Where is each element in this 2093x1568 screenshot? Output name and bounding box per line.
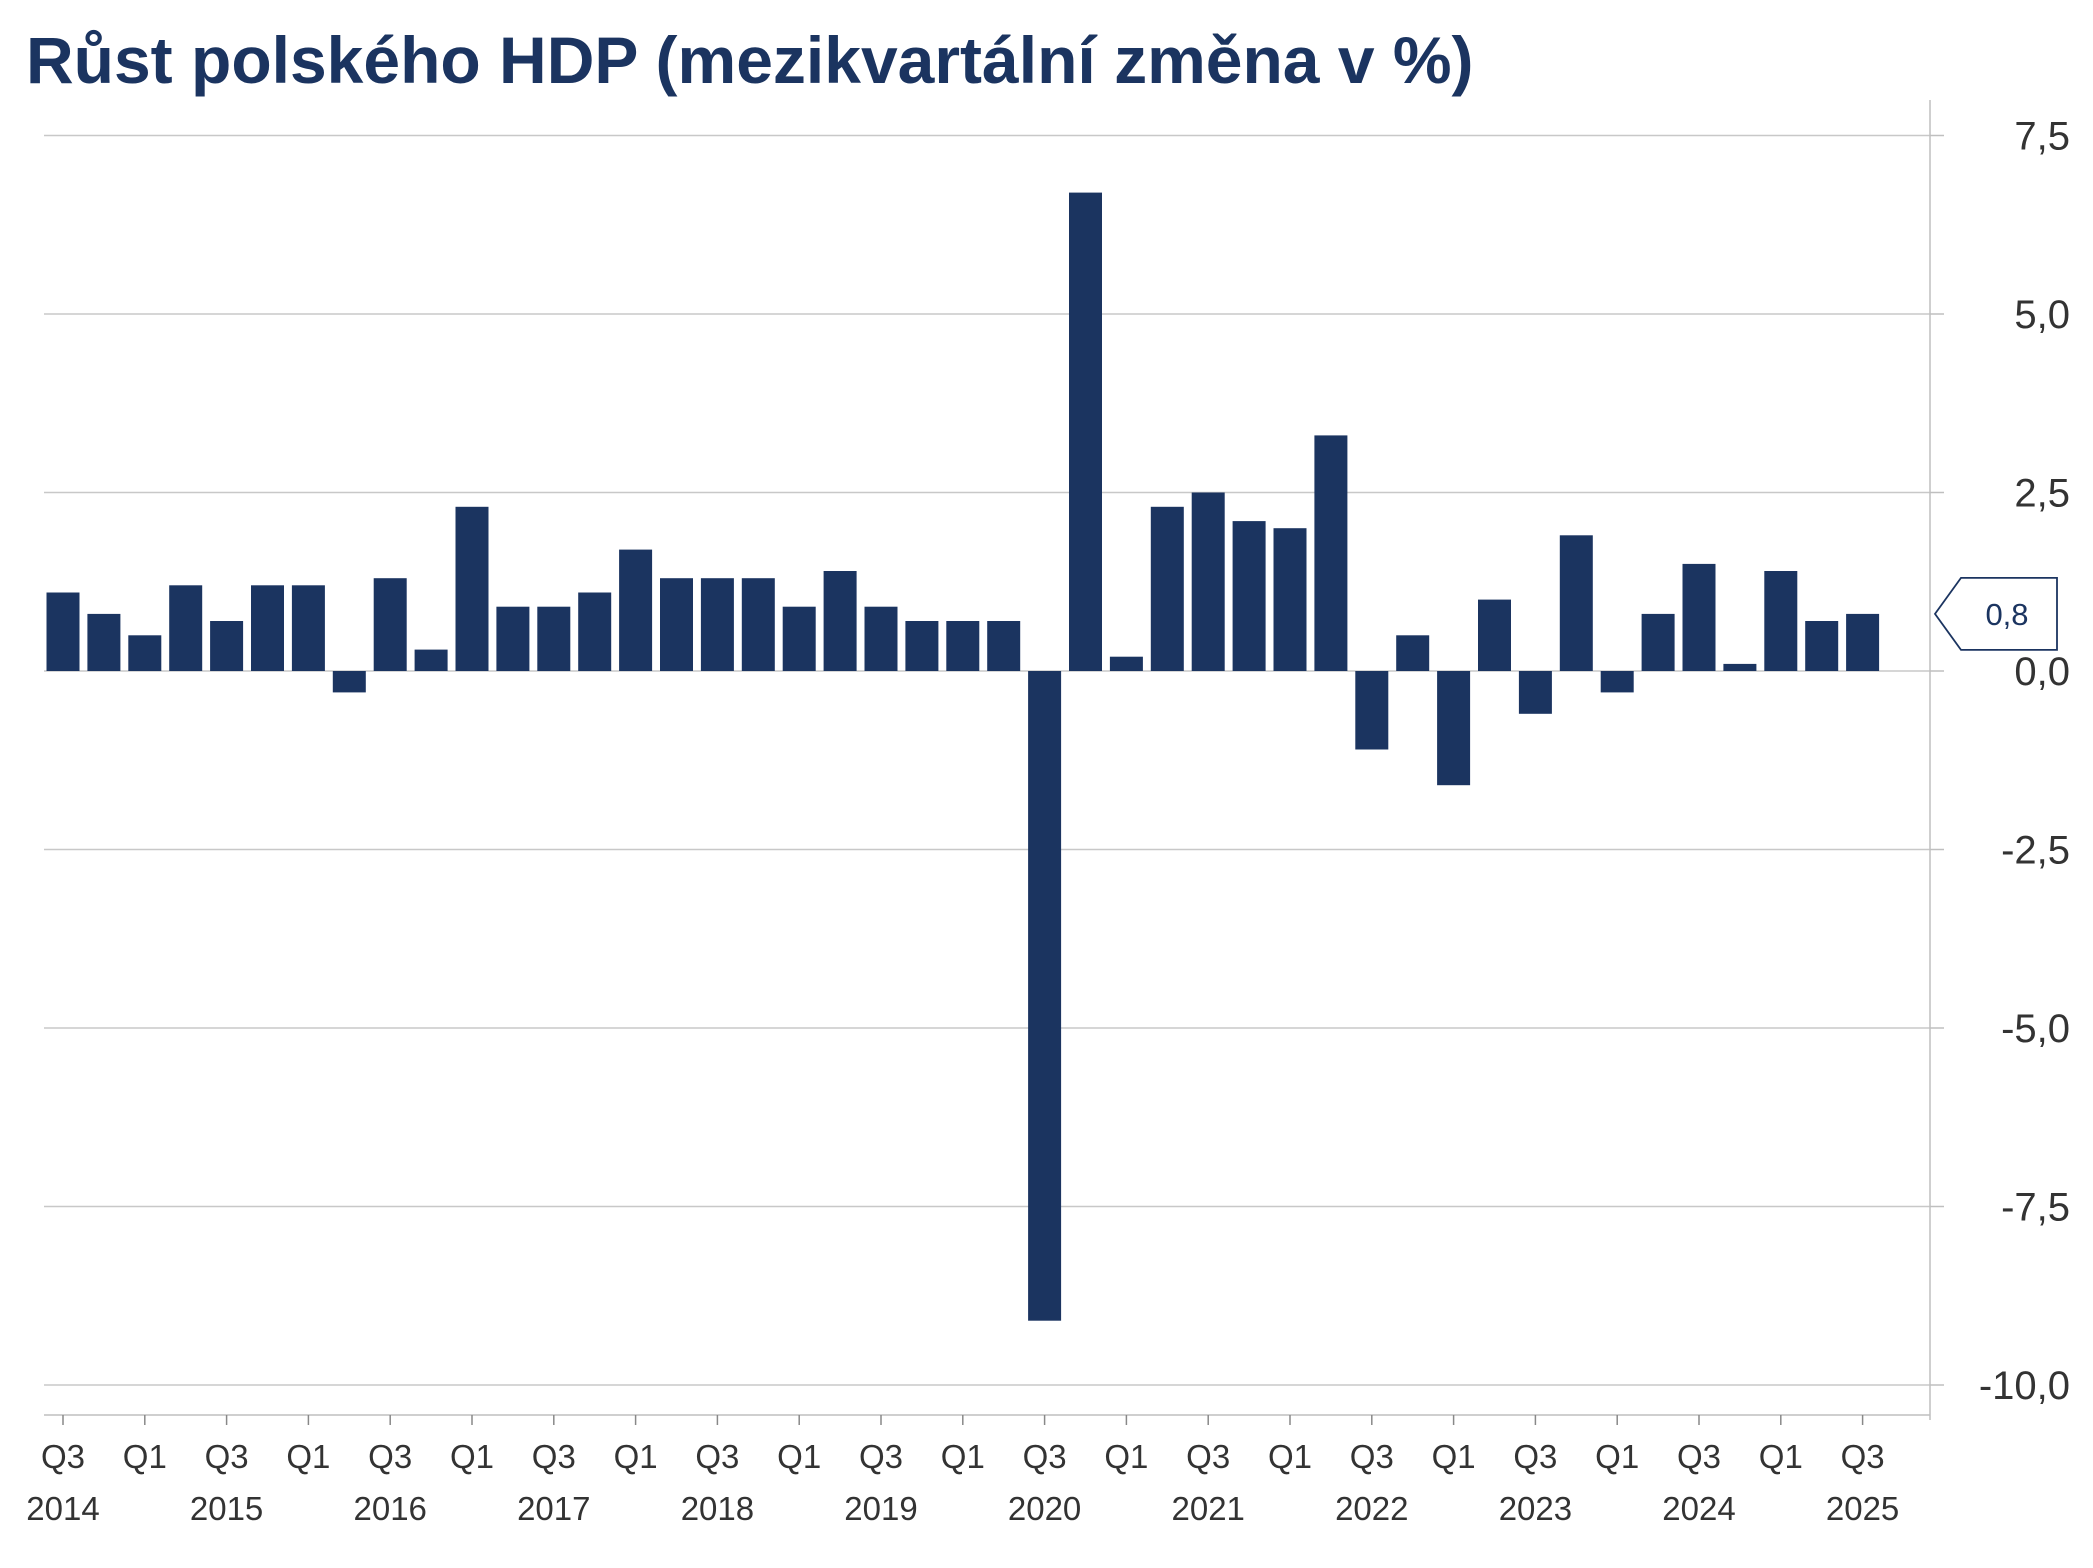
x-tick-label-year: 2025 — [1826, 1490, 1899, 1527]
x-tick-label-quarter: Q1 — [450, 1438, 494, 1475]
bar-q2-2017 — [496, 606, 530, 671]
bar-q3-2024 — [1682, 563, 1716, 671]
axes: 7,5 5,0 2,5 0,0 -2,5 -5,0 -7,5 -10,0 Q3 2014 Q1 Q3 2… — [26, 100, 2070, 1527]
bar-q2-2023 — [1478, 599, 1511, 671]
bar-q3-2019 — [864, 606, 898, 671]
x-tick-label-year: 2021 — [1171, 1490, 1244, 1527]
x-tick-label-year: 2023 — [1499, 1490, 1572, 1527]
x-tick-label-quarter: Q1 — [777, 1438, 821, 1475]
x-tick-label-quarter: Q1 — [286, 1438, 330, 1475]
bar-q3-2020 — [1028, 671, 1062, 1321]
x-tick-label-quarter: Q3 — [41, 1438, 85, 1475]
x-tick-label-year: 2014 — [26, 1490, 99, 1527]
bar-q4-2014 — [87, 613, 121, 671]
bar-q2-2021 — [1150, 506, 1184, 671]
bars — [46, 192, 1880, 1321]
x-tick-label-quarter: Q3 — [205, 1438, 249, 1475]
x-tick-label-quarter: Q1 — [123, 1438, 167, 1475]
y-tick-label: -5,0 — [2001, 1007, 2070, 1051]
x-tick-label-year: 2020 — [1008, 1490, 1081, 1527]
bar-q4-2020 — [1069, 192, 1102, 671]
y-tick-label: 7,5 — [2014, 115, 2070, 159]
x-tick-label-year: 2017 — [517, 1490, 590, 1527]
bar-q2-2024 — [1641, 613, 1675, 671]
x-tick-label-quarter: Q3 — [1186, 1438, 1230, 1475]
bar-q1-2022 — [1273, 528, 1307, 671]
last-value-callout: 0,8 — [1933, 576, 2058, 651]
y-tick-label: -10,0 — [1979, 1364, 2070, 1408]
x-tick-label-year: 2018 — [681, 1490, 754, 1527]
x-tick-label-quarter: Q3 — [1350, 1438, 1394, 1475]
y-tick-label: -2,5 — [2001, 829, 2070, 873]
bar-q1-2019 — [782, 606, 816, 671]
bar-q4-2022 — [1396, 635, 1430, 671]
x-tick-label-year: 2022 — [1335, 1490, 1408, 1527]
bar-q4-2023 — [1559, 535, 1593, 671]
bar-q4-2018 — [741, 578, 775, 671]
bar-q1-2017 — [455, 506, 489, 671]
bar-q4-2016 — [414, 649, 448, 671]
bar-q2-2022 — [1314, 435, 1348, 671]
last-value-callout-box — [1933, 576, 2058, 651]
bar-q1-2025 — [1764, 571, 1798, 671]
y-tick-label: 0,0 — [2014, 650, 2070, 694]
last-value-label: 0,8 — [1985, 597, 2028, 632]
x-tick-label-quarter: Q3 — [368, 1438, 412, 1475]
y-tick-label: 5,0 — [2014, 293, 2070, 337]
gridlines — [44, 134, 1930, 1386]
x-tick-label-quarter: Q1 — [941, 1438, 985, 1475]
x-tick-label-quarter: Q3 — [532, 1438, 576, 1475]
bar-q1-2023 — [1437, 671, 1471, 786]
bar-q3-2022 — [1355, 671, 1389, 750]
bar-q1-2020 — [946, 621, 980, 671]
x-tick-label-quarter: Q1 — [1759, 1438, 1803, 1475]
x-tick-label-quarter: Q3 — [695, 1438, 739, 1475]
y-tick-label: 2,5 — [2014, 472, 2070, 516]
bar-q4-2017 — [578, 592, 612, 671]
x-tick-label-quarter: Q3 — [1841, 1438, 1885, 1475]
bar-q4-2019 — [905, 621, 939, 671]
bar-q3-2025 — [1846, 613, 1880, 671]
bar-q2-2015 — [169, 585, 203, 671]
bar-q1-2018 — [619, 549, 653, 671]
bar-q3-2015 — [210, 621, 244, 671]
bar-q2-2019 — [823, 571, 857, 671]
bar-q3-2017 — [537, 606, 571, 671]
bar-q3-2014 — [46, 592, 80, 671]
x-tick-label-quarter: Q3 — [1023, 1438, 1067, 1475]
x-tick-label-quarter: Q1 — [1268, 1438, 1312, 1475]
bar-q1-2015 — [128, 635, 162, 671]
bar-q1-2016 — [291, 585, 325, 671]
x-tick-label-year: 2019 — [844, 1490, 917, 1527]
bar-q2-2016 — [332, 671, 366, 693]
x-tick-label-quarter: Q3 — [1513, 1438, 1557, 1475]
bar-q2-2025 — [1805, 621, 1839, 671]
bar-q3-2018 — [700, 578, 734, 671]
bar-q3-2023 — [1518, 671, 1552, 714]
x-tick-label-quarter: Q3 — [1677, 1438, 1721, 1475]
chart-title: Růst polského HDP (mezikvartální změna v… — [26, 23, 1474, 97]
bar-q2-2020 — [987, 621, 1021, 671]
bar-q2-2018 — [660, 578, 693, 671]
x-tick-label-quarter: Q1 — [1595, 1438, 1639, 1475]
y-tick-label: -7,5 — [2001, 1186, 2070, 1230]
bar-q4-2021 — [1232, 521, 1266, 671]
x-tick-label-quarter: Q3 — [859, 1438, 903, 1475]
x-tick-label-quarter: Q1 — [1104, 1438, 1148, 1475]
x-tick-label-quarter: Q1 — [614, 1438, 658, 1475]
bar-q4-2015 — [251, 585, 284, 671]
x-tick-label-year: 2016 — [353, 1490, 426, 1527]
bar-q3-2021 — [1191, 492, 1225, 671]
bar-q1-2024 — [1600, 671, 1634, 693]
bar-q3-2016 — [373, 578, 407, 671]
bar-q1-2021 — [1109, 656, 1143, 671]
x-tick-label-year: 2015 — [190, 1490, 263, 1527]
bar-q4-2024 — [1723, 663, 1757, 671]
x-tick-label-quarter: Q1 — [1432, 1438, 1476, 1475]
x-tick-label-year: 2024 — [1662, 1490, 1735, 1527]
